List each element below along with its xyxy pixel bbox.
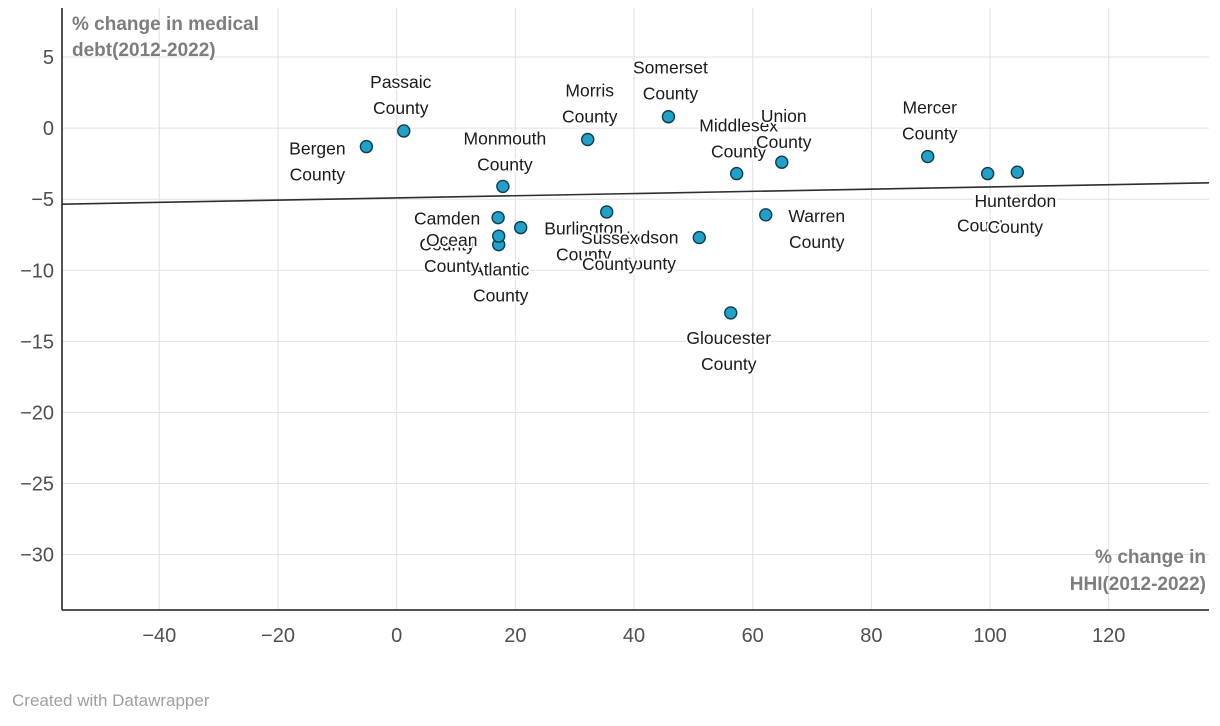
x-tick-label: 120 [1092, 625, 1125, 647]
y-axis-title: debt(2012-2022) [72, 40, 216, 61]
chart-frame: −40 −20 0 20 40 60 80 100 120 5 0 −5 −10 −15 −20 −25 −30… [12, 8, 1210, 710]
x-tick-label: 60 [742, 625, 764, 647]
point-label: Hudson County [618, 228, 678, 274]
data-point[interactable] [980, 166, 995, 181]
data-point[interactable] [496, 179, 510, 194]
point-label: Somerset County [633, 58, 708, 104]
x-tick-label: 0 [391, 625, 402, 647]
point-label: Burlington County [544, 219, 623, 265]
trend-line [61, 182, 1210, 205]
y-axis-title: % change in medical [72, 14, 259, 35]
data-point[interactable] [759, 208, 773, 222]
y-tick-label: −5 [31, 189, 54, 211]
data-point[interactable] [724, 306, 738, 320]
point-label: Gloucester County [686, 328, 771, 374]
point-label: Ocean County [424, 230, 480, 276]
point-label: Camden County [414, 209, 480, 255]
x-tick-label: 20 [504, 625, 526, 647]
data-point[interactable] [600, 205, 614, 219]
data-point[interactable] [491, 210, 505, 225]
y-tick-label: 5 [43, 47, 54, 69]
data-point[interactable] [581, 132, 595, 147]
point-label: Union County [756, 106, 812, 152]
y-tick-label: −25 [20, 473, 54, 495]
data-point[interactable] [692, 230, 706, 245]
x-tick-label: 100 [973, 625, 1006, 647]
data-point[interactable] [661, 110, 676, 124]
data-point[interactable] [492, 229, 506, 243]
y-tick-label: −15 [20, 331, 54, 353]
y-tick-label: −10 [20, 260, 54, 282]
x-tick-label: −20 [261, 625, 295, 647]
point-label: Sussex County [581, 228, 639, 274]
point-label: Warren County [788, 206, 845, 252]
x-axis-title: HHI(2012-2022) [1070, 574, 1206, 595]
datawrapper-credit: Created with Datawrapper [12, 691, 210, 710]
y-tick-label: 0 [43, 118, 54, 140]
point-label: Atlantic County [472, 260, 530, 306]
point-label: Monmouth County [464, 128, 547, 174]
x-tick-label: 80 [860, 625, 882, 647]
x-axis-title: % change in [1095, 547, 1206, 568]
data-point[interactable] [513, 220, 528, 235]
data-point[interactable] [729, 166, 744, 181]
point-label: County [957, 216, 1013, 236]
data-point[interactable] [775, 155, 789, 169]
point-label: Morris County [562, 80, 618, 126]
x-tick-label: 40 [623, 625, 645, 647]
data-point[interactable] [359, 139, 374, 154]
scatter-plot: −40 −20 0 20 40 60 80 100 120 5 0 −5 −10 −15 −20 −25 −30… [20, 8, 1210, 647]
point-label: Middlesex County [699, 116, 778, 162]
point-label: Bergen County [289, 139, 345, 185]
point-label: Passaic County [370, 72, 432, 118]
y-tick-label: −20 [20, 402, 54, 424]
point-label: Hunterdon County [974, 191, 1056, 237]
data-point[interactable] [921, 149, 935, 164]
x-tick-label: −40 [142, 625, 176, 647]
data-point[interactable] [397, 124, 411, 138]
point-label: Mercer County [902, 98, 958, 144]
y-tick-label: −30 [20, 545, 54, 567]
data-point[interactable] [1010, 165, 1025, 179]
